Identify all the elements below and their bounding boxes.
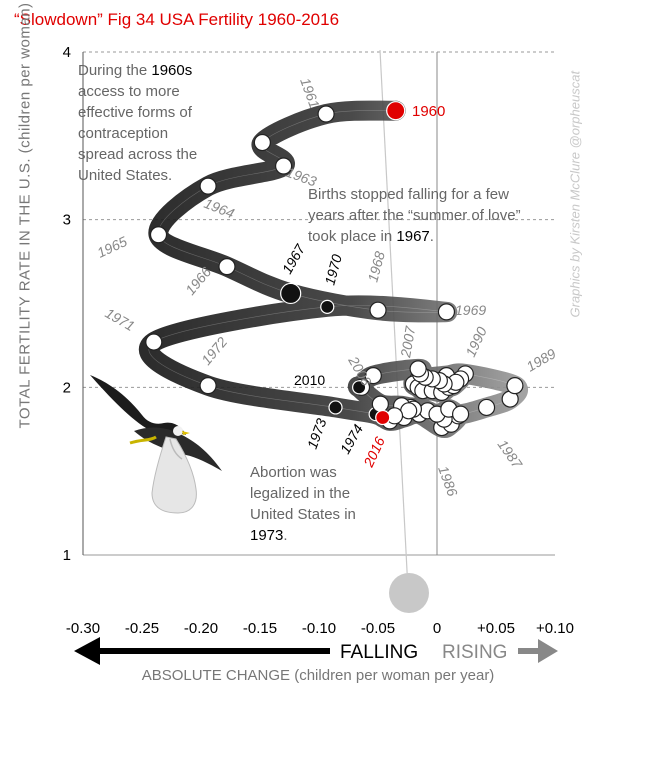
- note-1967-text: Births stopped falling for a few years a…: [308, 186, 521, 245]
- point-1972: [199, 377, 217, 395]
- year-label-2007: 2007: [397, 324, 419, 360]
- x-axis-label: ABSOLUTE CHANGE (children per woman per …: [142, 667, 495, 684]
- falling-arrow-head: [74, 637, 100, 665]
- note-1960s-text: During the: [78, 62, 152, 79]
- point-1967: [280, 282, 302, 305]
- eagle-wing: [90, 375, 186, 435]
- point-1966: [218, 258, 236, 276]
- year-label-1986: 1986: [435, 464, 461, 499]
- y-tick-label: 4: [63, 44, 71, 61]
- point-1960: [386, 101, 406, 121]
- year-label-1967: 1967: [279, 240, 309, 276]
- pendulum-circle: [389, 573, 429, 613]
- y-tick-label: 2: [63, 379, 71, 396]
- year-label-1970: 1970: [321, 252, 345, 286]
- note-1967-highlight: 1967: [396, 228, 430, 245]
- eagle-beak: [182, 431, 190, 435]
- note-1967: Births stopped falling for a few years a…: [308, 184, 533, 247]
- eagle-carrying-baby-bundle-icon: [90, 375, 222, 514]
- x-tick-label: -0.20: [184, 620, 218, 637]
- point-1986: [452, 405, 470, 423]
- year-label-1990: 1990: [462, 324, 490, 359]
- eagle-head: [173, 426, 183, 436]
- year-label-1973: 1973: [304, 416, 330, 451]
- x-tick-label: +0.10: [536, 620, 574, 637]
- x-tick-label: -0.30: [66, 620, 100, 637]
- point-1962: [253, 133, 271, 152]
- note-1960s: During the 1960s access to more effectiv…: [78, 60, 218, 186]
- rising-label: RISING: [442, 642, 507, 663]
- note-1960s-highlight: 1960s: [151, 62, 193, 79]
- note-1967-text-end: .: [429, 228, 434, 245]
- x-tick-label: -0.25: [125, 620, 159, 637]
- year-label-1960: 1960: [412, 103, 445, 120]
- note-1973-text: Abortion was legalized in the United Sta…: [250, 464, 356, 523]
- point-1964: [199, 177, 217, 195]
- y-tick-label: 3: [63, 212, 71, 229]
- note-1973-highlight: 1973: [250, 527, 284, 544]
- year-label-1974: 1974: [337, 421, 367, 456]
- point-1987: [477, 398, 496, 417]
- point-2016: [375, 409, 391, 426]
- point-2008: [364, 366, 382, 385]
- year-label-1968: 1968: [364, 249, 388, 283]
- year-label-1989: 1989: [524, 345, 559, 375]
- point-1968: [369, 301, 387, 319]
- year-label-2010: 2010: [294, 372, 325, 388]
- note-1973-text-end: .: [283, 527, 288, 544]
- rising-arrow-head: [538, 639, 558, 663]
- y-tick-label: 1: [63, 547, 71, 564]
- note-1960s-text-end: access to more effective forms of contra…: [78, 83, 198, 184]
- x-tick-label: -0.15: [243, 620, 277, 637]
- note-1973: Abortion was legalized in the United Sta…: [250, 462, 370, 546]
- x-tick-label: -0.10: [302, 620, 336, 637]
- year-label-1961: 1961: [297, 76, 323, 111]
- point-1973: [328, 400, 343, 415]
- point-2010: [352, 380, 367, 395]
- point-2007: [409, 360, 427, 378]
- x-tick-label: +0.05: [477, 620, 515, 637]
- point-1969: [437, 303, 456, 321]
- falling-label: FALLING: [340, 642, 418, 663]
- page-title: “Slowdown” Fig 34 USA Fertility 1960-201…: [14, 10, 340, 29]
- point-2011: [371, 395, 389, 413]
- point-1970: [320, 299, 335, 314]
- baby-bundle: [151, 436, 197, 514]
- year-label-1965: 1965: [95, 233, 130, 261]
- x-tick-label: 0: [433, 620, 441, 637]
- year-label-1964: 1964: [202, 195, 237, 222]
- point-1963: [275, 157, 293, 175]
- year-label-1971: 1971: [103, 305, 138, 334]
- point-1965: [149, 226, 168, 244]
- x-tick-label: -0.05: [361, 620, 395, 637]
- point-1971: [145, 333, 163, 351]
- year-label-1987: 1987: [495, 437, 527, 473]
- year-label-1972: 1972: [198, 334, 230, 368]
- bundle-knot: [169, 438, 183, 460]
- eagle-talon: [129, 435, 157, 445]
- year-label-1969: 1969: [455, 302, 486, 318]
- point-1961: [317, 105, 335, 123]
- point-1989: [506, 377, 524, 395]
